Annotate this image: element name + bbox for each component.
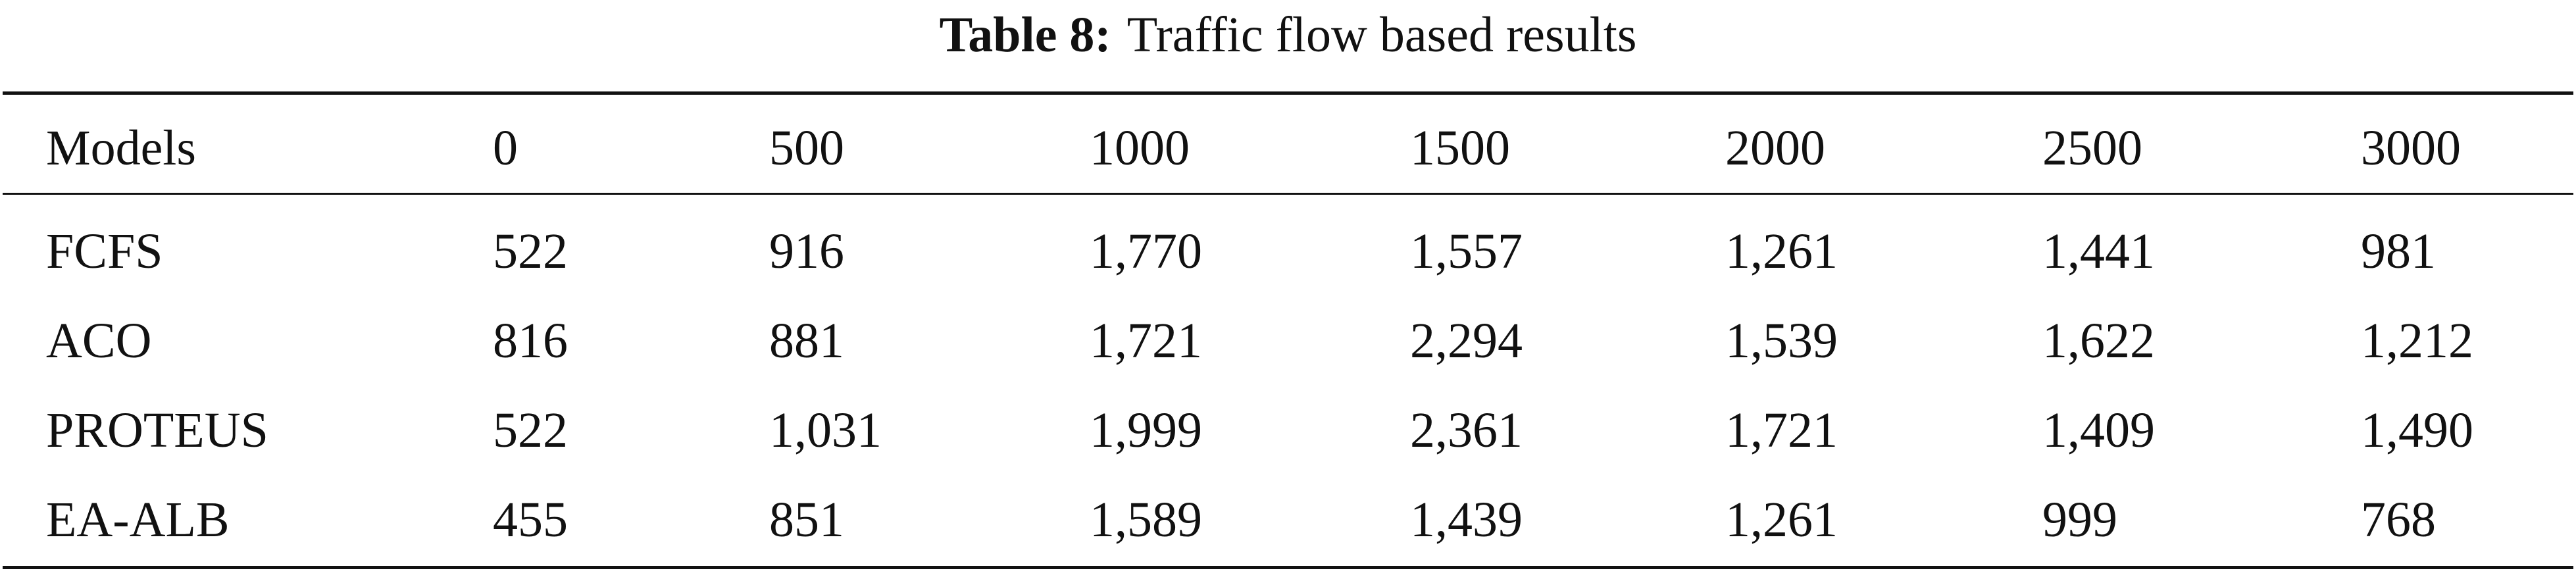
table-cell: 1,557 bbox=[1410, 224, 1523, 279]
row-label: ACO bbox=[46, 313, 152, 368]
table-cell: 816 bbox=[493, 313, 568, 368]
header-cell: 1000 bbox=[1090, 120, 1190, 176]
table-cell: 455 bbox=[493, 492, 568, 547]
table-cell: 1,721 bbox=[1090, 313, 1202, 368]
header-cell: 1500 bbox=[1410, 120, 1510, 176]
caption-label: Table 8: bbox=[939, 7, 1111, 63]
table-cell: 1,622 bbox=[2042, 313, 2155, 368]
caption-text: Traffic flow based results bbox=[1126, 7, 1637, 63]
table-caption: Table 8: Traffic flow based results bbox=[0, 5, 2576, 64]
table-cell: 2,294 bbox=[1410, 313, 1523, 368]
table-cell: 1,721 bbox=[1725, 403, 1838, 458]
header-cell: 500 bbox=[769, 120, 844, 176]
table-cell: 1,490 bbox=[2361, 403, 2473, 458]
table-cell: 2,361 bbox=[1410, 403, 1523, 458]
header-cell: 2500 bbox=[2042, 120, 2142, 176]
table-cell: 999 bbox=[2042, 492, 2117, 547]
table-cell: 1,589 bbox=[1090, 492, 1202, 547]
row-label: PROTEUS bbox=[46, 403, 268, 458]
table-cell: 522 bbox=[493, 403, 568, 458]
row-label: EA-ALB bbox=[46, 492, 230, 547]
table-cell: 1,539 bbox=[1725, 313, 1838, 368]
row-label: FCFS bbox=[46, 224, 163, 279]
header-cell: 2000 bbox=[1725, 120, 1825, 176]
table-cell: 881 bbox=[769, 313, 844, 368]
table-cell: 1,261 bbox=[1725, 224, 1838, 279]
table-cell: 1,770 bbox=[1090, 224, 1202, 279]
top-rule bbox=[3, 91, 2573, 95]
table-cell: 1,031 bbox=[769, 403, 882, 458]
table-cell: 916 bbox=[769, 224, 844, 279]
table-cell: 768 bbox=[2361, 492, 2436, 547]
bottom-rule bbox=[3, 566, 2573, 569]
table-cell: 981 bbox=[2361, 224, 2436, 279]
table-cell: 1,409 bbox=[2042, 403, 2155, 458]
table-cell: 851 bbox=[769, 492, 844, 547]
mid-rule bbox=[3, 193, 2573, 195]
table-cell: 1,212 bbox=[2361, 313, 2473, 368]
table-cell: 1,999 bbox=[1090, 403, 1202, 458]
header-cell: 0 bbox=[493, 120, 518, 176]
table-cell: 1,261 bbox=[1725, 492, 1838, 547]
table-cell: 1,441 bbox=[2042, 224, 2155, 279]
header-cell: Models bbox=[46, 120, 196, 176]
table-cell: 1,439 bbox=[1410, 492, 1523, 547]
header-cell: 3000 bbox=[2361, 120, 2461, 176]
table-cell: 522 bbox=[493, 224, 568, 279]
